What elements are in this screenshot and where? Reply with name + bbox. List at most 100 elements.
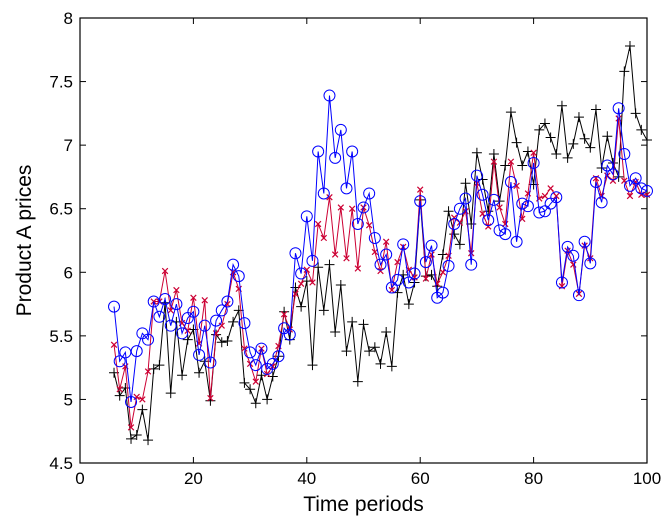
data-point-circle: [232, 270, 245, 283]
data-point-plus: [619, 66, 630, 77]
data-point-circle: [442, 259, 455, 272]
data-point-circle: [210, 314, 223, 327]
data-point-x: [354, 265, 362, 272]
data-point-x: [241, 345, 248, 352]
data-point-circle: [238, 317, 251, 330]
data-point-x: [201, 297, 208, 304]
data-point-x: [348, 205, 356, 212]
data-point-plus: [551, 149, 562, 160]
data-point-x: [365, 222, 373, 229]
data-point-circle: [164, 319, 177, 332]
data-point-circle: [623, 179, 636, 192]
data-point-circle: [147, 295, 160, 308]
data-point-plus: [590, 104, 601, 115]
data-point-circle: [527, 156, 540, 169]
data-point-plus: [449, 229, 460, 240]
data-point-plus: [573, 112, 584, 123]
data-point-circle: [113, 355, 126, 368]
data-point-circle: [487, 193, 500, 206]
data-point-plus: [131, 430, 142, 441]
data-point-plus: [296, 301, 307, 312]
data-point-plus: [471, 147, 482, 158]
data-point-plus: [585, 142, 596, 153]
data-point-x: [309, 279, 316, 286]
data-point-x: [280, 311, 288, 318]
data-point-plus: [245, 384, 256, 395]
data-point-plus: [194, 367, 205, 378]
data-point-plus: [556, 100, 567, 111]
data-point-plus: [262, 394, 273, 405]
data-point-x: [513, 182, 520, 190]
data-point-circle: [204, 356, 217, 369]
data-point-circle: [368, 231, 381, 244]
series-plus: [109, 40, 652, 446]
data-point-x: [314, 220, 322, 228]
data-point-plus: [403, 299, 414, 310]
data-point-plus: [579, 133, 590, 144]
data-point-circle: [198, 319, 211, 332]
data-point-circle: [408, 267, 421, 280]
data-point-circle: [465, 258, 478, 271]
data-point-circle: [374, 258, 387, 271]
data-point-circle: [414, 195, 427, 208]
data-point-x: [127, 424, 135, 431]
data-point-circle: [635, 182, 648, 195]
data-point-circle: [504, 176, 517, 189]
x-tick-label: 0: [75, 469, 84, 488]
plot-area: [79, 17, 653, 464]
data-point-circle: [436, 286, 449, 299]
data-point-circle: [397, 238, 410, 251]
series-line: [113, 95, 648, 403]
data-point-plus: [120, 382, 131, 393]
data-point-circle: [153, 310, 166, 323]
data-point-circle: [125, 395, 138, 408]
x-tick-label: 60: [411, 469, 430, 488]
data-point-x: [626, 192, 634, 200]
data-point-plus: [545, 132, 556, 143]
data-point-x: [320, 234, 328, 242]
data-point-plus: [182, 334, 193, 345]
data-point-plus: [386, 361, 397, 372]
data-point-circle: [521, 200, 534, 213]
data-point-plus: [381, 327, 392, 338]
data-point-circle: [380, 248, 393, 261]
data-point-plus: [358, 319, 369, 330]
data-point-circle: [334, 123, 347, 136]
data-point-plus: [126, 433, 137, 444]
y-tick-label: 5: [64, 390, 73, 409]
y-tick-label: 7: [64, 136, 73, 155]
data-point-x: [609, 177, 617, 184]
data-point-circle: [453, 202, 466, 215]
data-point-x: [292, 290, 299, 298]
data-point-plus: [352, 376, 363, 387]
data-point-plus: [364, 346, 375, 357]
data-point-circle: [272, 350, 285, 363]
data-point-circle: [295, 267, 308, 280]
data-point-x: [553, 192, 560, 200]
data-point-plus: [500, 160, 511, 171]
data-point-circle: [329, 151, 342, 164]
y-tick-label: 8: [64, 9, 73, 28]
y-tick-label: 7.5: [49, 73, 73, 92]
y-tick-label: 6: [64, 263, 73, 282]
data-point-plus: [562, 152, 573, 163]
data-point-plus: [165, 388, 176, 399]
data-point-plus: [630, 108, 641, 119]
data-point-circle: [499, 228, 512, 241]
data-point-plus: [369, 342, 380, 353]
data-point-plus: [341, 346, 352, 357]
data-point-x: [621, 177, 628, 184]
data-point-x: [207, 394, 214, 402]
data-point-circle: [289, 247, 302, 260]
data-point-plus: [522, 146, 533, 157]
data-point-plus: [636, 124, 647, 135]
data-point-x: [144, 368, 152, 375]
data-point-x: [139, 396, 146, 403]
data-point-plus: [437, 249, 448, 260]
data-point-x: [507, 158, 515, 165]
data-point-x: [496, 204, 503, 211]
data-point-circle: [363, 187, 376, 200]
data-point-circle: [193, 348, 206, 361]
data-point-circle: [584, 257, 597, 270]
data-point-x: [337, 204, 345, 211]
